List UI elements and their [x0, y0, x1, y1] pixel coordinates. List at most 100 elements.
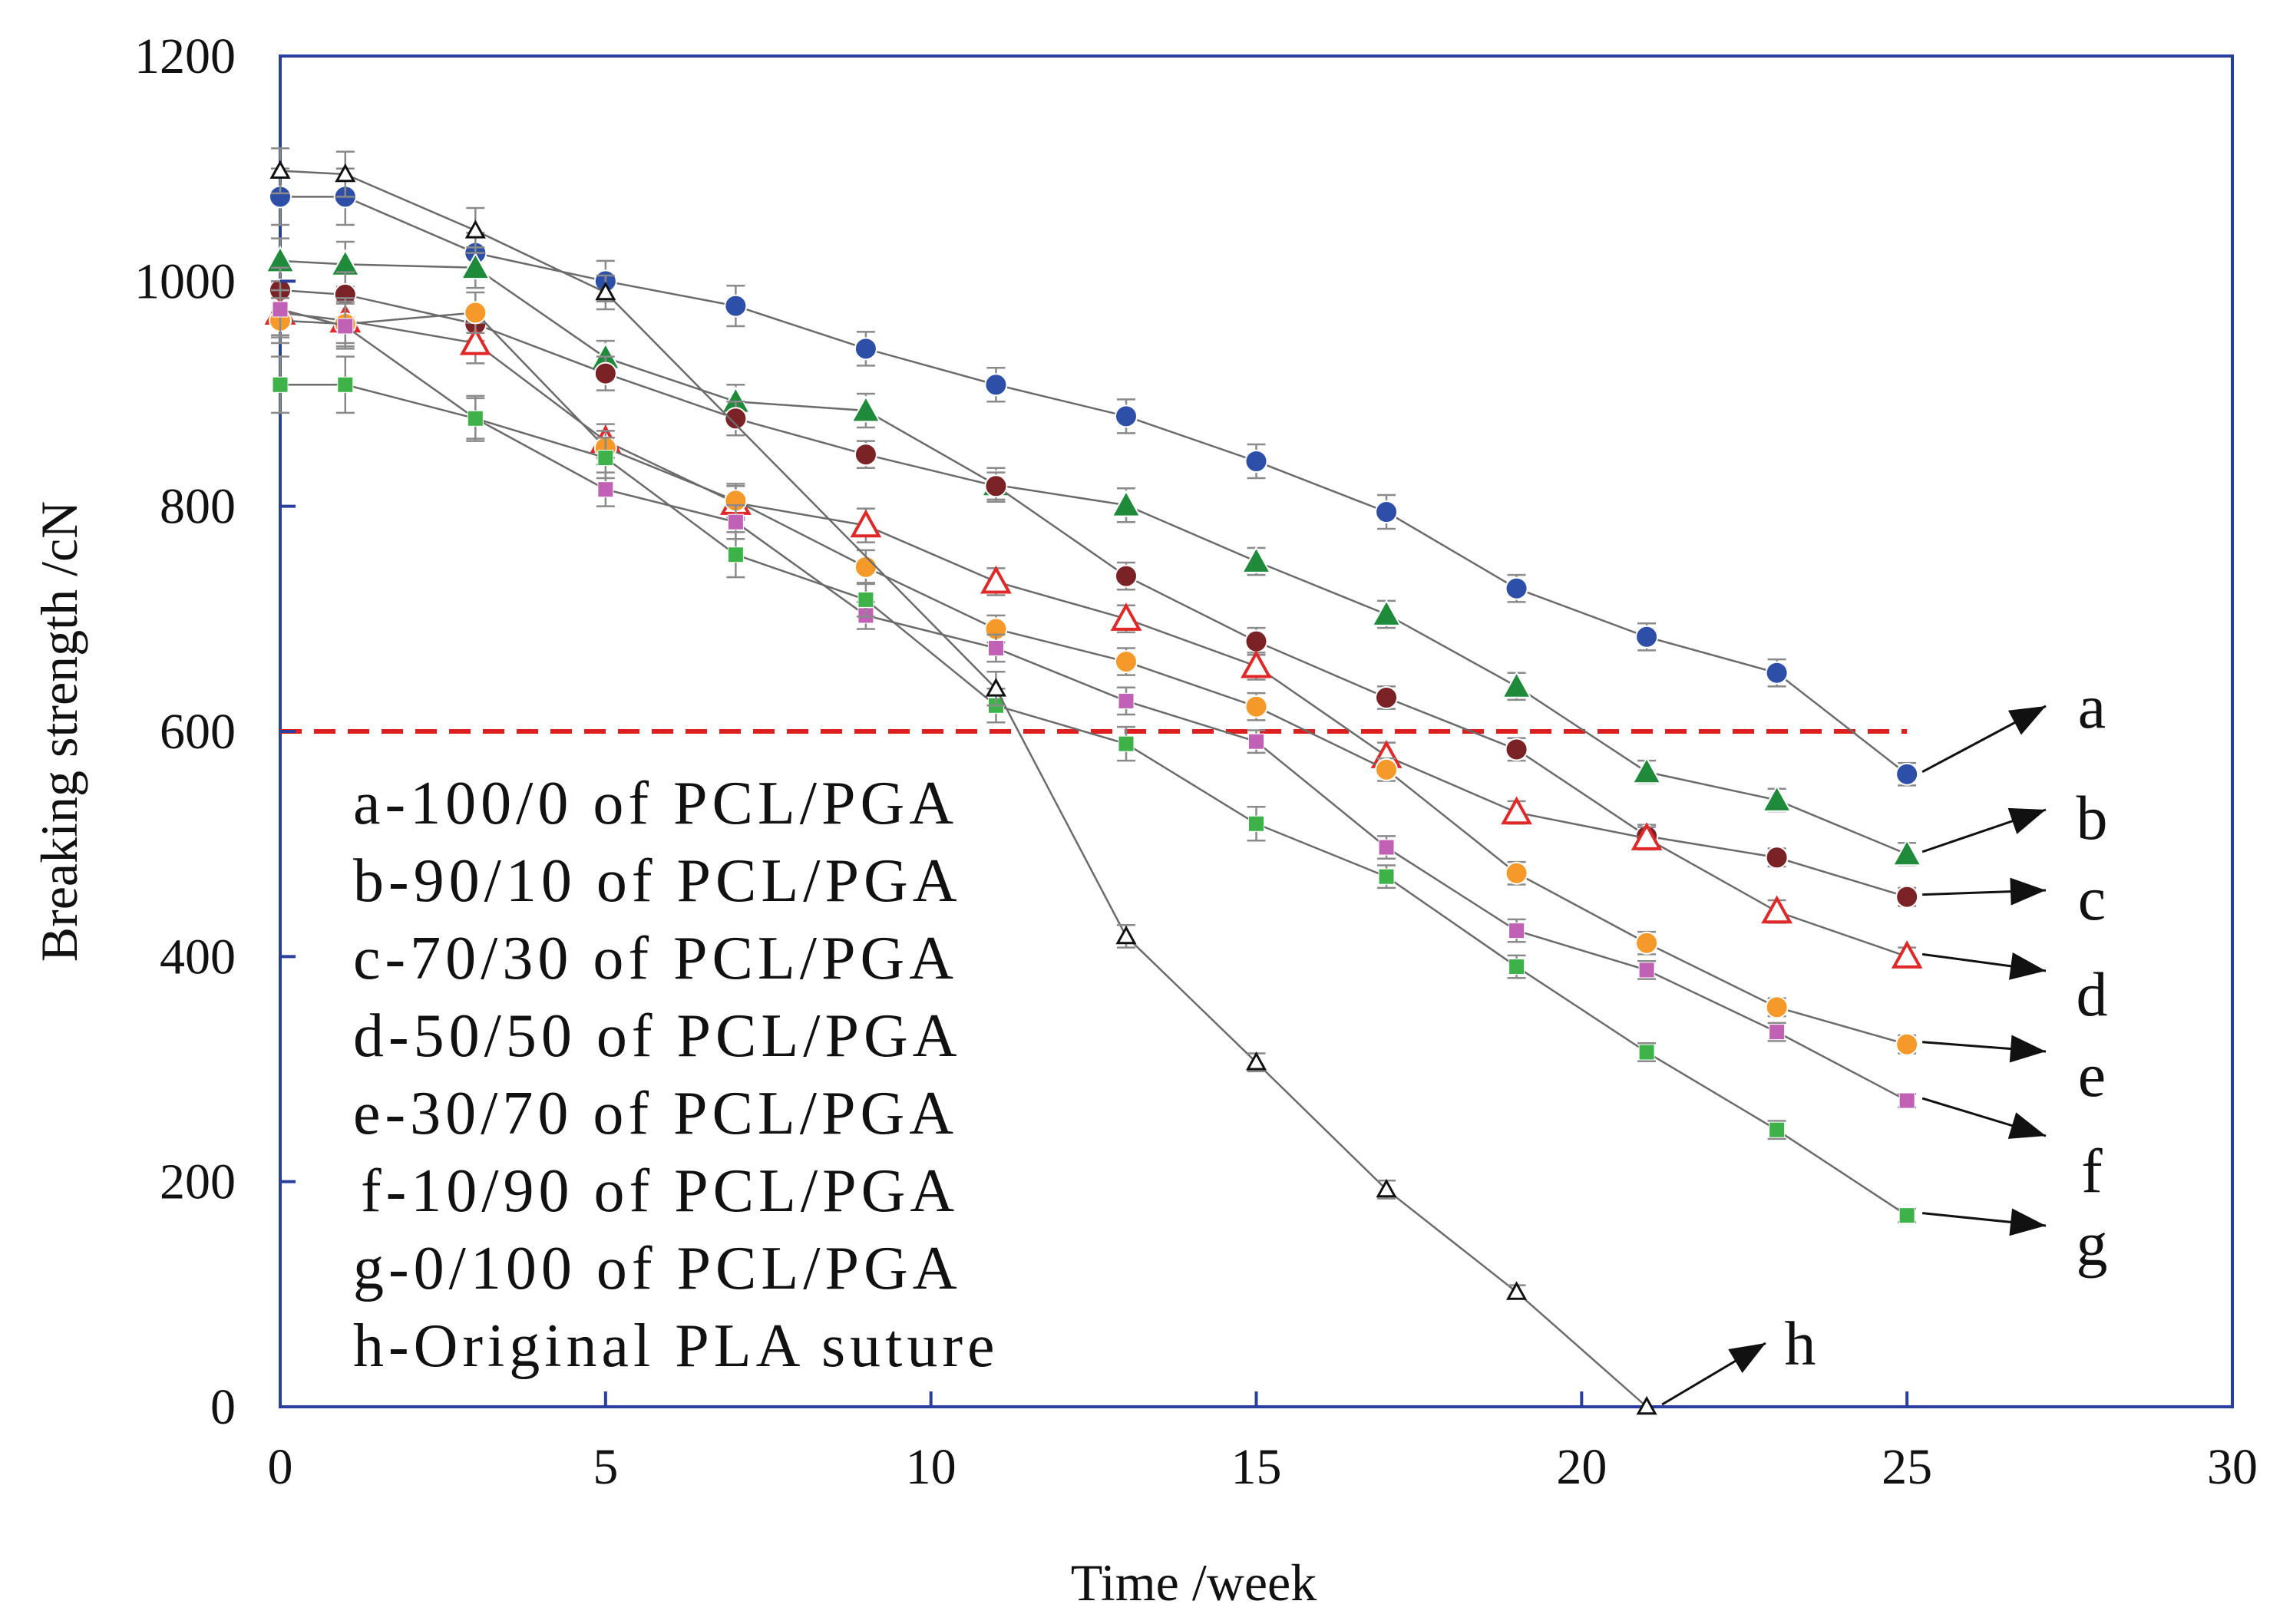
data-point-b — [1371, 599, 1402, 626]
data-point-c — [1114, 564, 1138, 588]
data-point-d — [1631, 822, 1663, 850]
data-point-g — [1898, 1207, 1915, 1224]
data-point-g — [1769, 1121, 1786, 1138]
data-point-h — [1245, 1051, 1267, 1071]
data-point-f — [272, 301, 289, 318]
x-tick-label: 20 — [1556, 1439, 1607, 1495]
data-point-f — [1378, 839, 1395, 856]
curve-label-d: d — [2077, 959, 2108, 1029]
data-point-a — [1765, 661, 1789, 685]
series-line-b — [279, 259, 1908, 856]
series-line-a — [280, 196, 1908, 775]
y-tick-label: 0 — [210, 1379, 236, 1435]
y-tick-label: 1000 — [134, 253, 236, 309]
series-line-d — [279, 312, 1908, 958]
x-tick-label: 0 — [268, 1439, 293, 1495]
data-point-b — [1501, 671, 1532, 698]
data-point-e — [1505, 861, 1528, 885]
data-point-h — [1115, 925, 1137, 945]
data-point-g — [467, 410, 484, 427]
curve-label-group-e: e — [1922, 1035, 2106, 1110]
curve-arrow-h-head — [1728, 1343, 1766, 1373]
series-line-c — [279, 289, 1908, 898]
series-b — [265, 237, 1922, 866]
curve-arrow-g-head — [2009, 1208, 2046, 1236]
data-point-e — [1765, 995, 1789, 1019]
y-tick-label: 1200 — [134, 28, 236, 84]
data-point-f — [1898, 1092, 1915, 1109]
legend-entry-b: b-90/10 of PCL/PGA — [353, 847, 962, 915]
data-point-f — [1118, 692, 1135, 709]
data-point-g — [857, 591, 874, 608]
series-h — [269, 147, 1657, 1415]
curve-label-g: g — [2077, 1209, 2108, 1279]
legend-entry-a: a-100/0 of PCL/PGA — [353, 770, 958, 837]
data-point-d — [850, 509, 882, 538]
x-tick-label: 15 — [1231, 1439, 1282, 1495]
series-line-f — [279, 308, 1908, 1102]
x-axis-title: Time /week — [1071, 1553, 1317, 1612]
curve-label-group-h: h — [1661, 1309, 1816, 1406]
curve-label-group-g: g — [1922, 1208, 2108, 1279]
data-point-a — [1244, 450, 1268, 473]
data-point-g — [1248, 815, 1264, 832]
data-point-g — [1508, 959, 1525, 975]
data-point-f — [337, 318, 354, 335]
curve-label-a: a — [2078, 672, 2106, 741]
data-point-e — [1375, 758, 1399, 781]
data-point-f — [1769, 1024, 1786, 1041]
legend-entry-c: c-70/30 of PCL/PGA — [353, 925, 958, 992]
data-point-c — [1505, 738, 1528, 761]
curve-label-group-a: a — [1921, 672, 2106, 774]
data-point-f — [597, 481, 614, 498]
data-point-d — [1110, 602, 1142, 631]
series-g — [271, 355, 1917, 1224]
legend-entry-f: f-10/90 of PCL/PGA — [361, 1157, 959, 1225]
data-point-d — [1761, 895, 1793, 924]
data-point-c — [1765, 846, 1789, 870]
data-point-a — [1635, 625, 1659, 649]
legend: a-100/0 of PCL/PGA b-90/10 of PCL/PGA c-… — [353, 770, 999, 1380]
data-point-f — [727, 513, 744, 530]
curve-label-group-f: f — [1921, 1097, 2103, 1206]
x-tick-label: 10 — [906, 1439, 957, 1495]
data-point-c — [724, 407, 748, 431]
data-point-g — [1378, 868, 1395, 885]
curve-label-h: h — [1785, 1309, 1816, 1378]
data-point-b — [1241, 546, 1272, 573]
data-point-d — [459, 326, 491, 355]
series-line-e — [279, 312, 1908, 1045]
data-point-c — [593, 361, 617, 385]
data-point-b — [460, 252, 491, 280]
data-point-a — [1895, 762, 1919, 786]
data-point-h — [1376, 1178, 1397, 1198]
legend-entry-g: g-0/100 of PCL/PGA — [353, 1235, 962, 1302]
x-tick-label: 5 — [593, 1439, 618, 1495]
data-point-a — [1375, 500, 1399, 523]
series-line-g — [280, 384, 1908, 1216]
data-point-b — [1631, 756, 1662, 784]
data-point-g — [597, 450, 614, 467]
data-point-b — [1111, 490, 1142, 517]
data-point-d — [1501, 796, 1532, 825]
data-point-e — [1635, 931, 1659, 955]
curve-label-f: f — [2081, 1136, 2103, 1206]
curve-label-group-d: d — [1921, 952, 2108, 1029]
data-point-e — [1244, 695, 1268, 718]
y-tick-label: 600 — [160, 704, 236, 760]
data-point-g — [337, 376, 354, 393]
data-point-c — [1895, 885, 1919, 909]
data-point-d — [980, 565, 1012, 594]
data-point-a — [984, 373, 1008, 397]
data-point-b — [1761, 784, 1792, 812]
data-point-h — [335, 163, 356, 183]
x-tick-label: 25 — [1882, 1439, 1932, 1495]
curve-label-e: e — [2078, 1040, 2106, 1110]
data-point-a — [724, 294, 748, 318]
data-point-a — [854, 337, 877, 361]
legend-entry-h: h-Original PLA suture — [353, 1312, 999, 1380]
y-tick-label: 400 — [160, 929, 236, 985]
data-point-d — [1891, 940, 1923, 969]
series-a — [269, 167, 1919, 787]
